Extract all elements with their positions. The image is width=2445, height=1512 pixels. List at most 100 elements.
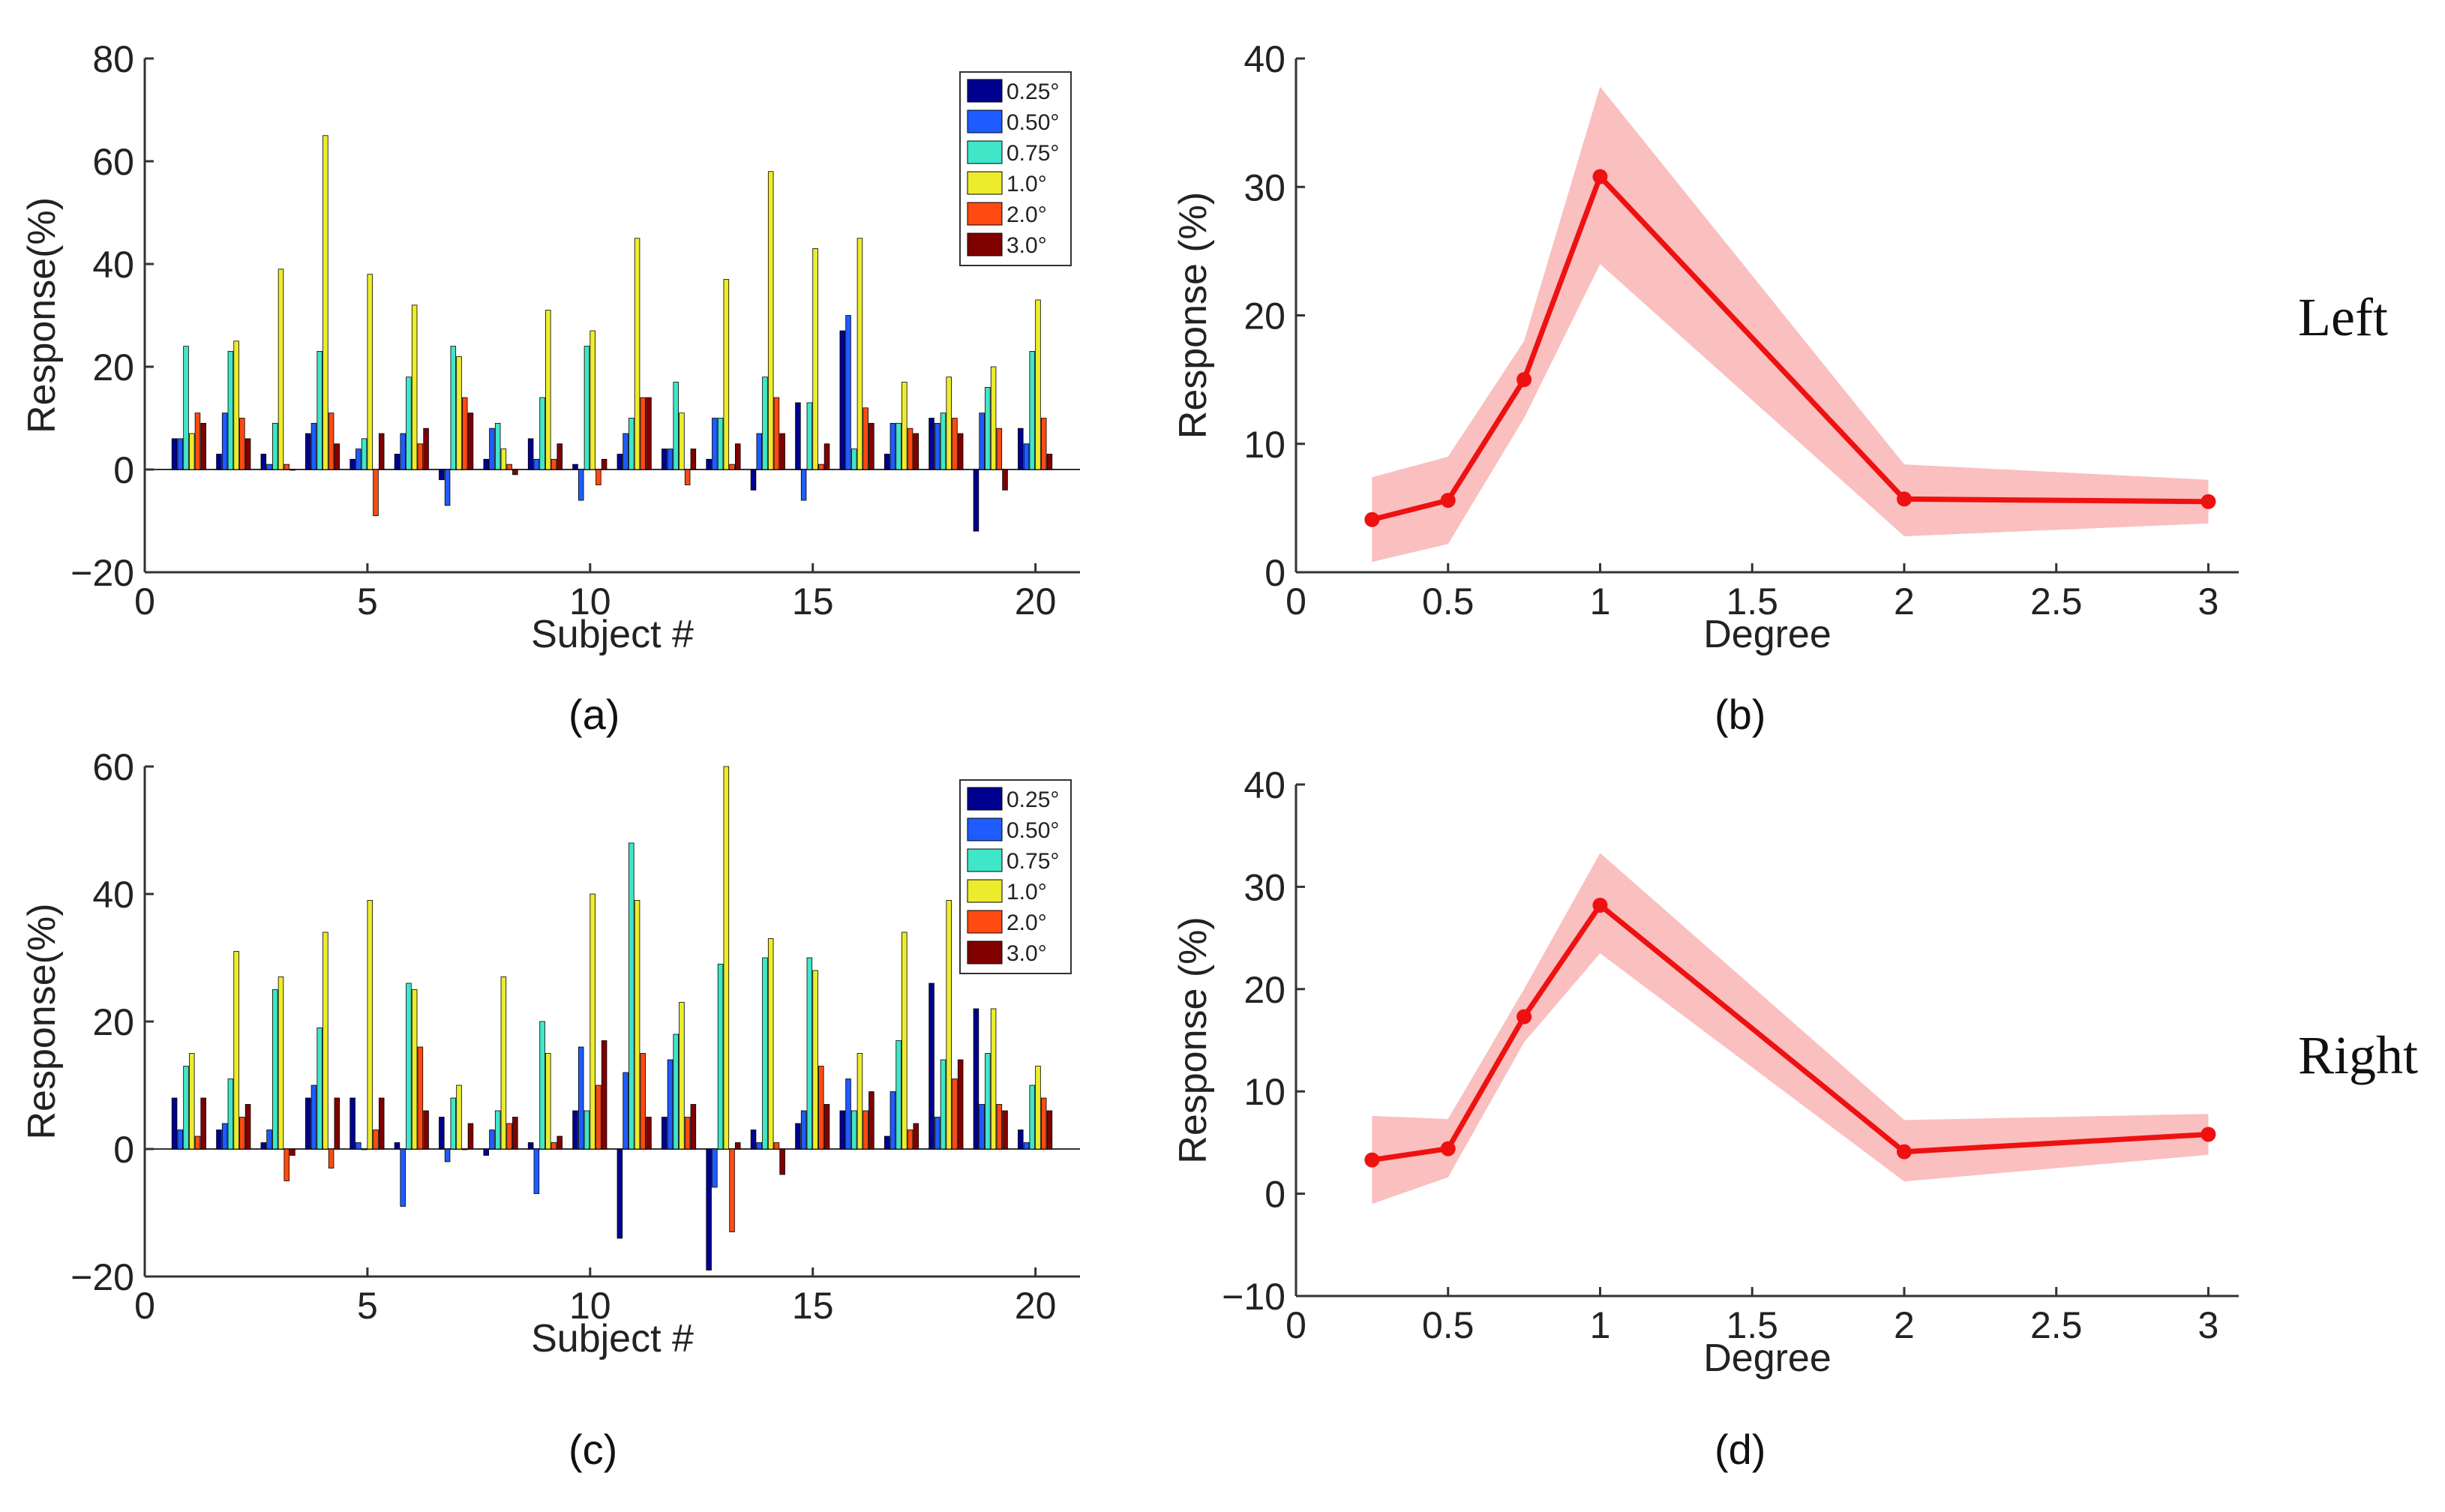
y-tick-label: 40 <box>92 244 134 286</box>
bar <box>679 412 685 470</box>
x-axis-label: Degree <box>1703 613 1832 656</box>
bar <box>439 1117 445 1150</box>
bar <box>545 310 551 470</box>
bar <box>717 418 724 470</box>
bar <box>489 428 495 470</box>
bar <box>550 458 557 470</box>
bar <box>868 422 874 470</box>
data-point <box>2200 494 2216 509</box>
bar <box>928 418 934 470</box>
bar <box>1018 428 1024 470</box>
bar <box>572 1110 578 1150</box>
legend-label: 3.0° <box>1006 941 1047 966</box>
bar <box>590 330 596 470</box>
y-tick-label: −20 <box>70 1256 134 1298</box>
bar <box>734 443 741 470</box>
side-label-right: Right <box>2298 1025 2419 1085</box>
bar <box>361 438 368 470</box>
bar <box>444 469 451 506</box>
bar <box>779 433 785 470</box>
bar <box>367 274 374 470</box>
bar <box>940 1059 946 1150</box>
bar <box>334 1097 340 1150</box>
bar <box>483 1148 490 1156</box>
bar <box>750 469 757 490</box>
bar <box>221 1123 228 1150</box>
bar <box>239 418 245 470</box>
bar <box>890 422 896 470</box>
bar <box>934 422 940 470</box>
y-tick-label: 60 <box>92 746 134 788</box>
y-tick-label: 60 <box>92 141 134 183</box>
bar <box>795 402 801 470</box>
bar <box>350 1097 356 1150</box>
bar <box>973 1008 980 1150</box>
bar <box>310 1084 317 1150</box>
bar <box>278 268 284 470</box>
bar <box>806 957 813 1150</box>
bar <box>640 1053 646 1150</box>
bar <box>334 443 340 470</box>
bar <box>818 1066 824 1150</box>
bar <box>244 1104 251 1150</box>
bar <box>856 238 863 470</box>
bar <box>221 412 228 470</box>
data-point <box>1592 169 1608 184</box>
bar <box>812 970 818 1150</box>
bar <box>456 1084 462 1150</box>
bar <box>266 464 272 470</box>
bar <box>913 433 920 470</box>
panel-caption-a: (a) <box>568 691 620 738</box>
bar <box>616 454 623 470</box>
y-tick-label: 30 <box>1244 866 1286 908</box>
side-label-left: Left <box>2298 287 2388 347</box>
bar <box>461 1148 468 1150</box>
bar <box>890 1091 896 1150</box>
legend-swatch <box>967 787 1003 811</box>
y-tick-label: 40 <box>1244 38 1286 80</box>
bar <box>356 1142 362 1150</box>
bar <box>862 407 868 470</box>
bar <box>1040 418 1047 470</box>
bar <box>506 464 512 470</box>
bar <box>304 1097 311 1150</box>
bar <box>556 443 562 470</box>
bar <box>996 428 1003 470</box>
data-point <box>1440 493 1456 508</box>
y-tick-label: 40 <box>92 874 134 916</box>
y-tick-label: −20 <box>70 552 134 594</box>
bar <box>584 346 590 470</box>
bar <box>233 951 239 1150</box>
bar <box>601 458 608 470</box>
legend-swatch <box>967 110 1003 134</box>
bar <box>417 443 424 470</box>
bar <box>194 412 201 470</box>
bar <box>400 1148 406 1207</box>
bar <box>750 1130 757 1150</box>
bar <box>367 900 374 1150</box>
bar <box>952 418 958 470</box>
bar <box>979 1104 985 1150</box>
bar <box>244 438 251 470</box>
bar <box>800 1110 807 1150</box>
bar <box>284 464 290 470</box>
bar <box>373 1130 379 1150</box>
bar <box>1046 454 1053 470</box>
x-tick-label: 0 <box>134 580 155 622</box>
bar <box>411 304 418 470</box>
bar <box>310 422 317 470</box>
bar <box>506 1123 512 1150</box>
x-tick-label: 20 <box>1015 1285 1057 1327</box>
bar <box>640 397 646 470</box>
bar <box>646 1117 652 1150</box>
bar <box>260 454 267 470</box>
bar <box>824 443 830 470</box>
bar <box>907 428 914 470</box>
bar <box>423 1110 429 1150</box>
bar <box>494 1110 501 1150</box>
x-tick-label: 5 <box>357 1285 378 1327</box>
legend-swatch <box>967 140 1003 164</box>
legend-label: 0.50° <box>1006 818 1059 843</box>
bar <box>1046 1110 1053 1150</box>
